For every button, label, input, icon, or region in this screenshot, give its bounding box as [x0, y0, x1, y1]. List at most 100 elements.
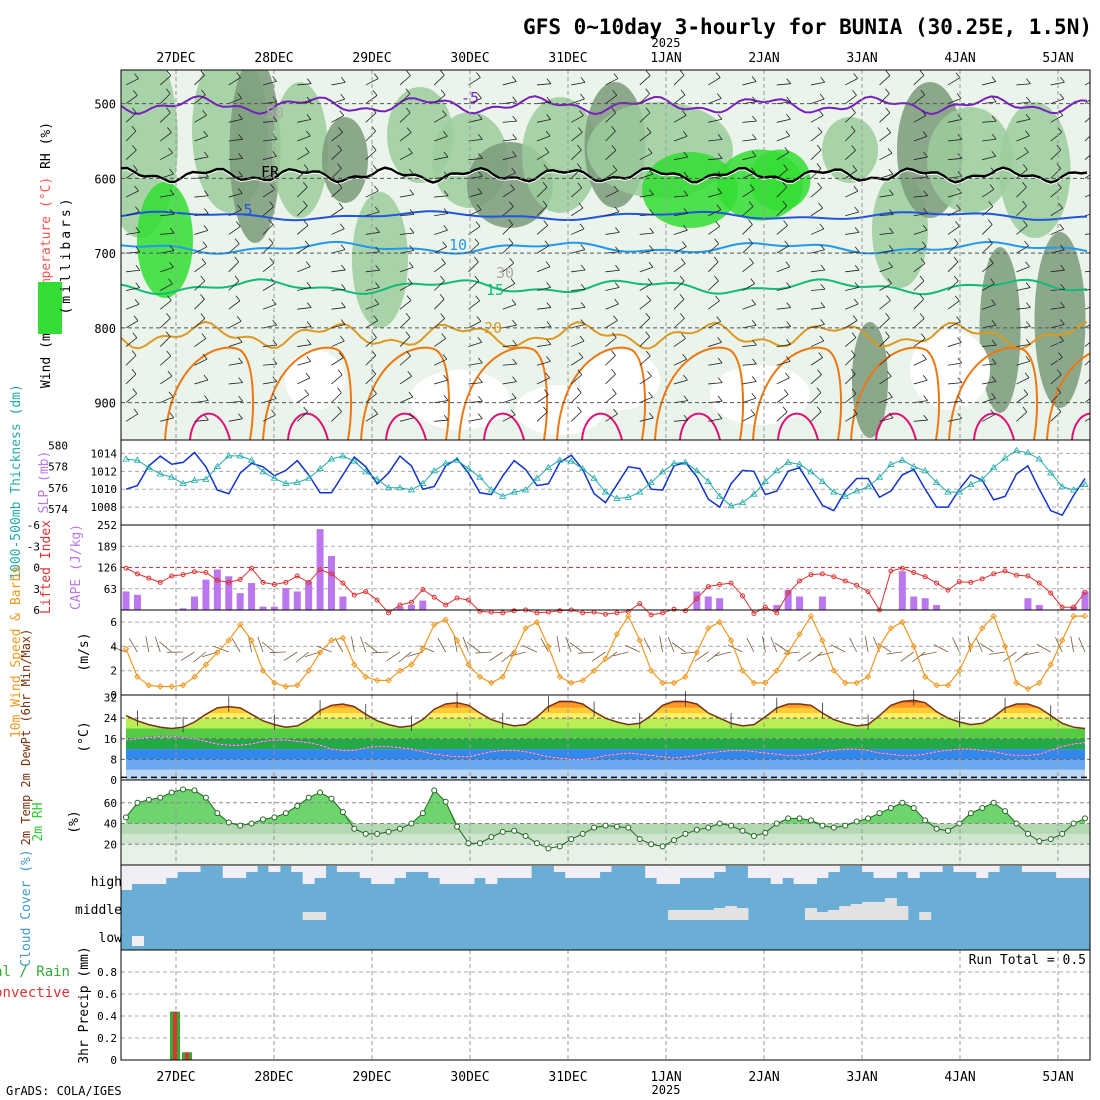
- barb-flag: [816, 163, 822, 169]
- barb-staff: [947, 77, 961, 86]
- barb-flag: [749, 184, 755, 190]
- barb-staff: [776, 394, 789, 403]
- barb-staff: [844, 393, 857, 403]
- barb-staff: [947, 226, 960, 235]
- high-cloud-gap: [747, 866, 760, 878]
- wind-barb: [228, 204, 242, 217]
- barb-flag: [957, 395, 963, 402]
- cape-bar: [259, 606, 267, 610]
- li-marker: [180, 572, 186, 578]
- temp-band: [126, 759, 1085, 770]
- wind-barb: [982, 133, 997, 142]
- wind-barb: [502, 115, 518, 123]
- wind-barb: [947, 114, 962, 123]
- barb-flag: [850, 368, 856, 375]
- barb-staff: [810, 149, 822, 160]
- barb-staff: [160, 173, 174, 179]
- barb-staff: [468, 400, 483, 404]
- barb-flag: [200, 70, 205, 76]
- date-label: 31DEC: [548, 1070, 587, 1085]
- wind-barb: [1084, 270, 1090, 273]
- barb-staff: [707, 261, 719, 273]
- wind-barb: [879, 189, 894, 198]
- wind-barb: [248, 636, 252, 653]
- wind-barb: [1050, 163, 1062, 179]
- barb-staff: [879, 266, 893, 273]
- barb-flag: [919, 294, 924, 300]
- barb-flag: [269, 257, 275, 264]
- barb-flag: [135, 265, 141, 271]
- wind-barb: [845, 165, 858, 179]
- wind-barb: [1050, 223, 1064, 235]
- barb-staff: [297, 361, 311, 366]
- barb-staff: [639, 375, 652, 385]
- wind-barb: [673, 70, 685, 86]
- barb-flag: [268, 238, 274, 244]
- barb-staff: [570, 392, 582, 403]
- barb-flag: [237, 204, 242, 211]
- barb-staff: [879, 317, 890, 329]
- barb-flag: [235, 295, 241, 301]
- barb-flag: [887, 148, 893, 154]
- wind-marker: [305, 667, 312, 674]
- precip-tick: 0.2: [97, 1032, 117, 1045]
- mid-cloud-gap: [302, 912, 315, 920]
- barb-flag: [1058, 110, 1064, 116]
- li-marker: [134, 571, 140, 577]
- barb-flag: [954, 295, 960, 302]
- barb-staff: [1016, 266, 1030, 273]
- barb-flag: [854, 227, 860, 233]
- barb-flag: [546, 302, 552, 308]
- wind-barb: [536, 282, 551, 291]
- barb-flag: [647, 147, 653, 154]
- wind-marker: [1036, 679, 1043, 687]
- wind-barb: [742, 115, 757, 123]
- wind-barb: [1016, 220, 1028, 235]
- wind-barb: [845, 206, 860, 217]
- barb-flag: [679, 294, 685, 300]
- barb-staff: [262, 80, 277, 86]
- barb-staff: [776, 118, 791, 123]
- wind-barb: [947, 295, 960, 310]
- rh-marker: [180, 786, 187, 793]
- barb-flag: [131, 107, 137, 114]
- rh-color-key: [38, 282, 62, 334]
- barb-staff: [947, 243, 959, 254]
- barb-staff: [125, 95, 138, 104]
- high-cloud-gap: [1033, 866, 1046, 872]
- wind-barb: [468, 316, 482, 329]
- barb-staff: [331, 149, 342, 160]
- barb-flag: [785, 261, 791, 267]
- barb-staff: [262, 283, 276, 291]
- wind-barb: [125, 388, 138, 403]
- wind-barb: [536, 130, 551, 142]
- pressure-tick: 600: [94, 172, 116, 186]
- barb-staff: [296, 411, 308, 422]
- wind-barb: [742, 339, 757, 347]
- barb-flag: [1060, 76, 1065, 83]
- barb-flag: [922, 131, 928, 137]
- high-cloud-gap: [439, 866, 452, 884]
- barb-flag: [406, 295, 412, 301]
- barb-flag: [340, 319, 346, 325]
- wind-barb: [297, 147, 310, 161]
- rh-marker: [511, 827, 518, 834]
- wind-barb: [194, 70, 205, 86]
- wind-barb: [913, 131, 928, 142]
- barb-flag: [512, 151, 517, 157]
- barb-flag: [611, 350, 616, 356]
- barb-flag: [683, 395, 689, 401]
- wind-barb: [331, 302, 346, 310]
- barb-flag: [751, 376, 757, 382]
- barb-flag: [443, 190, 449, 197]
- wind-barb: [468, 256, 479, 273]
- high-cloud-gap: [964, 866, 977, 872]
- rh-blob: [352, 192, 408, 328]
- magenta-contour: [1071, 412, 1090, 440]
- wind-barb: [228, 153, 244, 161]
- wind-marker: [373, 677, 381, 684]
- wind-barb: [879, 227, 894, 235]
- date-label: 29DEC: [352, 1070, 391, 1085]
- wind-barb: [571, 223, 585, 235]
- wind-barb: [605, 125, 616, 142]
